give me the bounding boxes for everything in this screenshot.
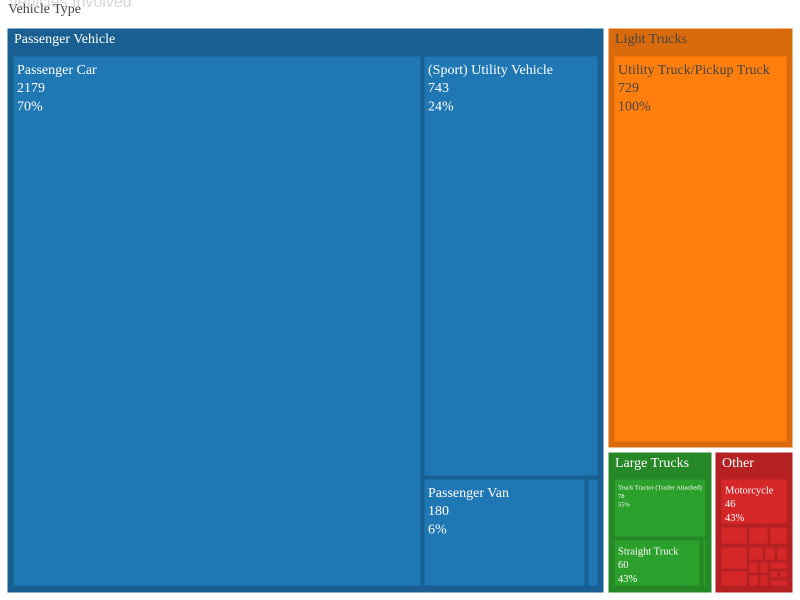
leaf-rect-0-2 [423, 478, 586, 587]
chart-title: Vehicles Involved [8, 0, 132, 11]
leaf-rect-3-8 [720, 570, 748, 587]
leaf-rect-2-1 [613, 539, 701, 587]
leaf-rect-3-12 [759, 574, 769, 587]
leaf-rect-0-1 [423, 55, 599, 477]
leaf-rect-1-0 [613, 55, 788, 443]
leaf-rect-3-10 [759, 561, 769, 574]
leaf-label-0-0: Passenger Car [17, 63, 97, 78]
leaf-value-0-1: 743 [428, 81, 449, 96]
leaf-rect-3-2 [748, 526, 769, 545]
leaf-label-2-0: Truck Tractor (Trailer Attached) [618, 485, 702, 492]
leaf-percent-2-1: 43% [618, 574, 638, 585]
leaf-percent-0-0: 70% [17, 99, 43, 114]
leaf-value-0-0: 2179 [17, 81, 45, 96]
leaf-rect-3-14 [769, 570, 779, 579]
leaf-value-0-2: 180 [428, 504, 449, 519]
leaf-rect-3-16 [769, 579, 788, 587]
leaf-rect-3-7 [776, 546, 788, 561]
leaf-rect-3-11 [748, 574, 759, 587]
leaf-label-3-0: Motorcycle [725, 486, 774, 497]
leaf-rect-3-9 [748, 561, 759, 574]
group-label-1: Light Trucks [615, 32, 687, 47]
leaf-rect-3-13 [769, 561, 788, 570]
leaf-rect-3-5 [748, 546, 764, 561]
leaf-value-3-0: 46 [725, 499, 736, 510]
leaf-label-1-0: Utility Truck/Pickup Truck [618, 63, 770, 78]
leaf-label-0-2: Passenger Van [428, 486, 509, 501]
leaf-rect-2-2 [702, 539, 707, 587]
leaf-percent-3-0: 43% [725, 513, 745, 524]
leaf-rect-3-1 [720, 526, 748, 545]
leaf-percent-0-2: 6% [428, 522, 447, 537]
leaf-percent-2-0: 55% [618, 501, 631, 508]
group-label-2: Large Trucks [615, 456, 689, 471]
leaf-rect-0-3 [587, 478, 599, 587]
leaf-label-0-1: (Sport) Utility Vehicle [428, 63, 553, 78]
root-label: Vehicle Type [8, 2, 82, 17]
leaf-value-2-1: 60 [618, 560, 629, 571]
leaf-percent-1-0: 100% [618, 99, 651, 114]
leaf-rect-3-6 [764, 546, 776, 561]
leaf-rect-0-0 [12, 55, 422, 587]
leaf-rect-2-0 [613, 478, 707, 538]
leaf-rect-3-0 [720, 478, 788, 525]
leaf-rect-3-3 [769, 526, 788, 545]
group-label-3: Other [722, 456, 754, 471]
leaf-rect-3-4 [720, 546, 748, 570]
leaf-value-2-0: 78 [618, 493, 625, 500]
leaf-label-2-1: Straight Truck [618, 547, 679, 558]
group-label-0: Passenger Vehicle [14, 32, 115, 47]
leaf-rect-3-15 [779, 570, 788, 579]
leaf-percent-0-1: 24% [428, 99, 454, 114]
leaf-value-1-0: 729 [618, 81, 639, 96]
